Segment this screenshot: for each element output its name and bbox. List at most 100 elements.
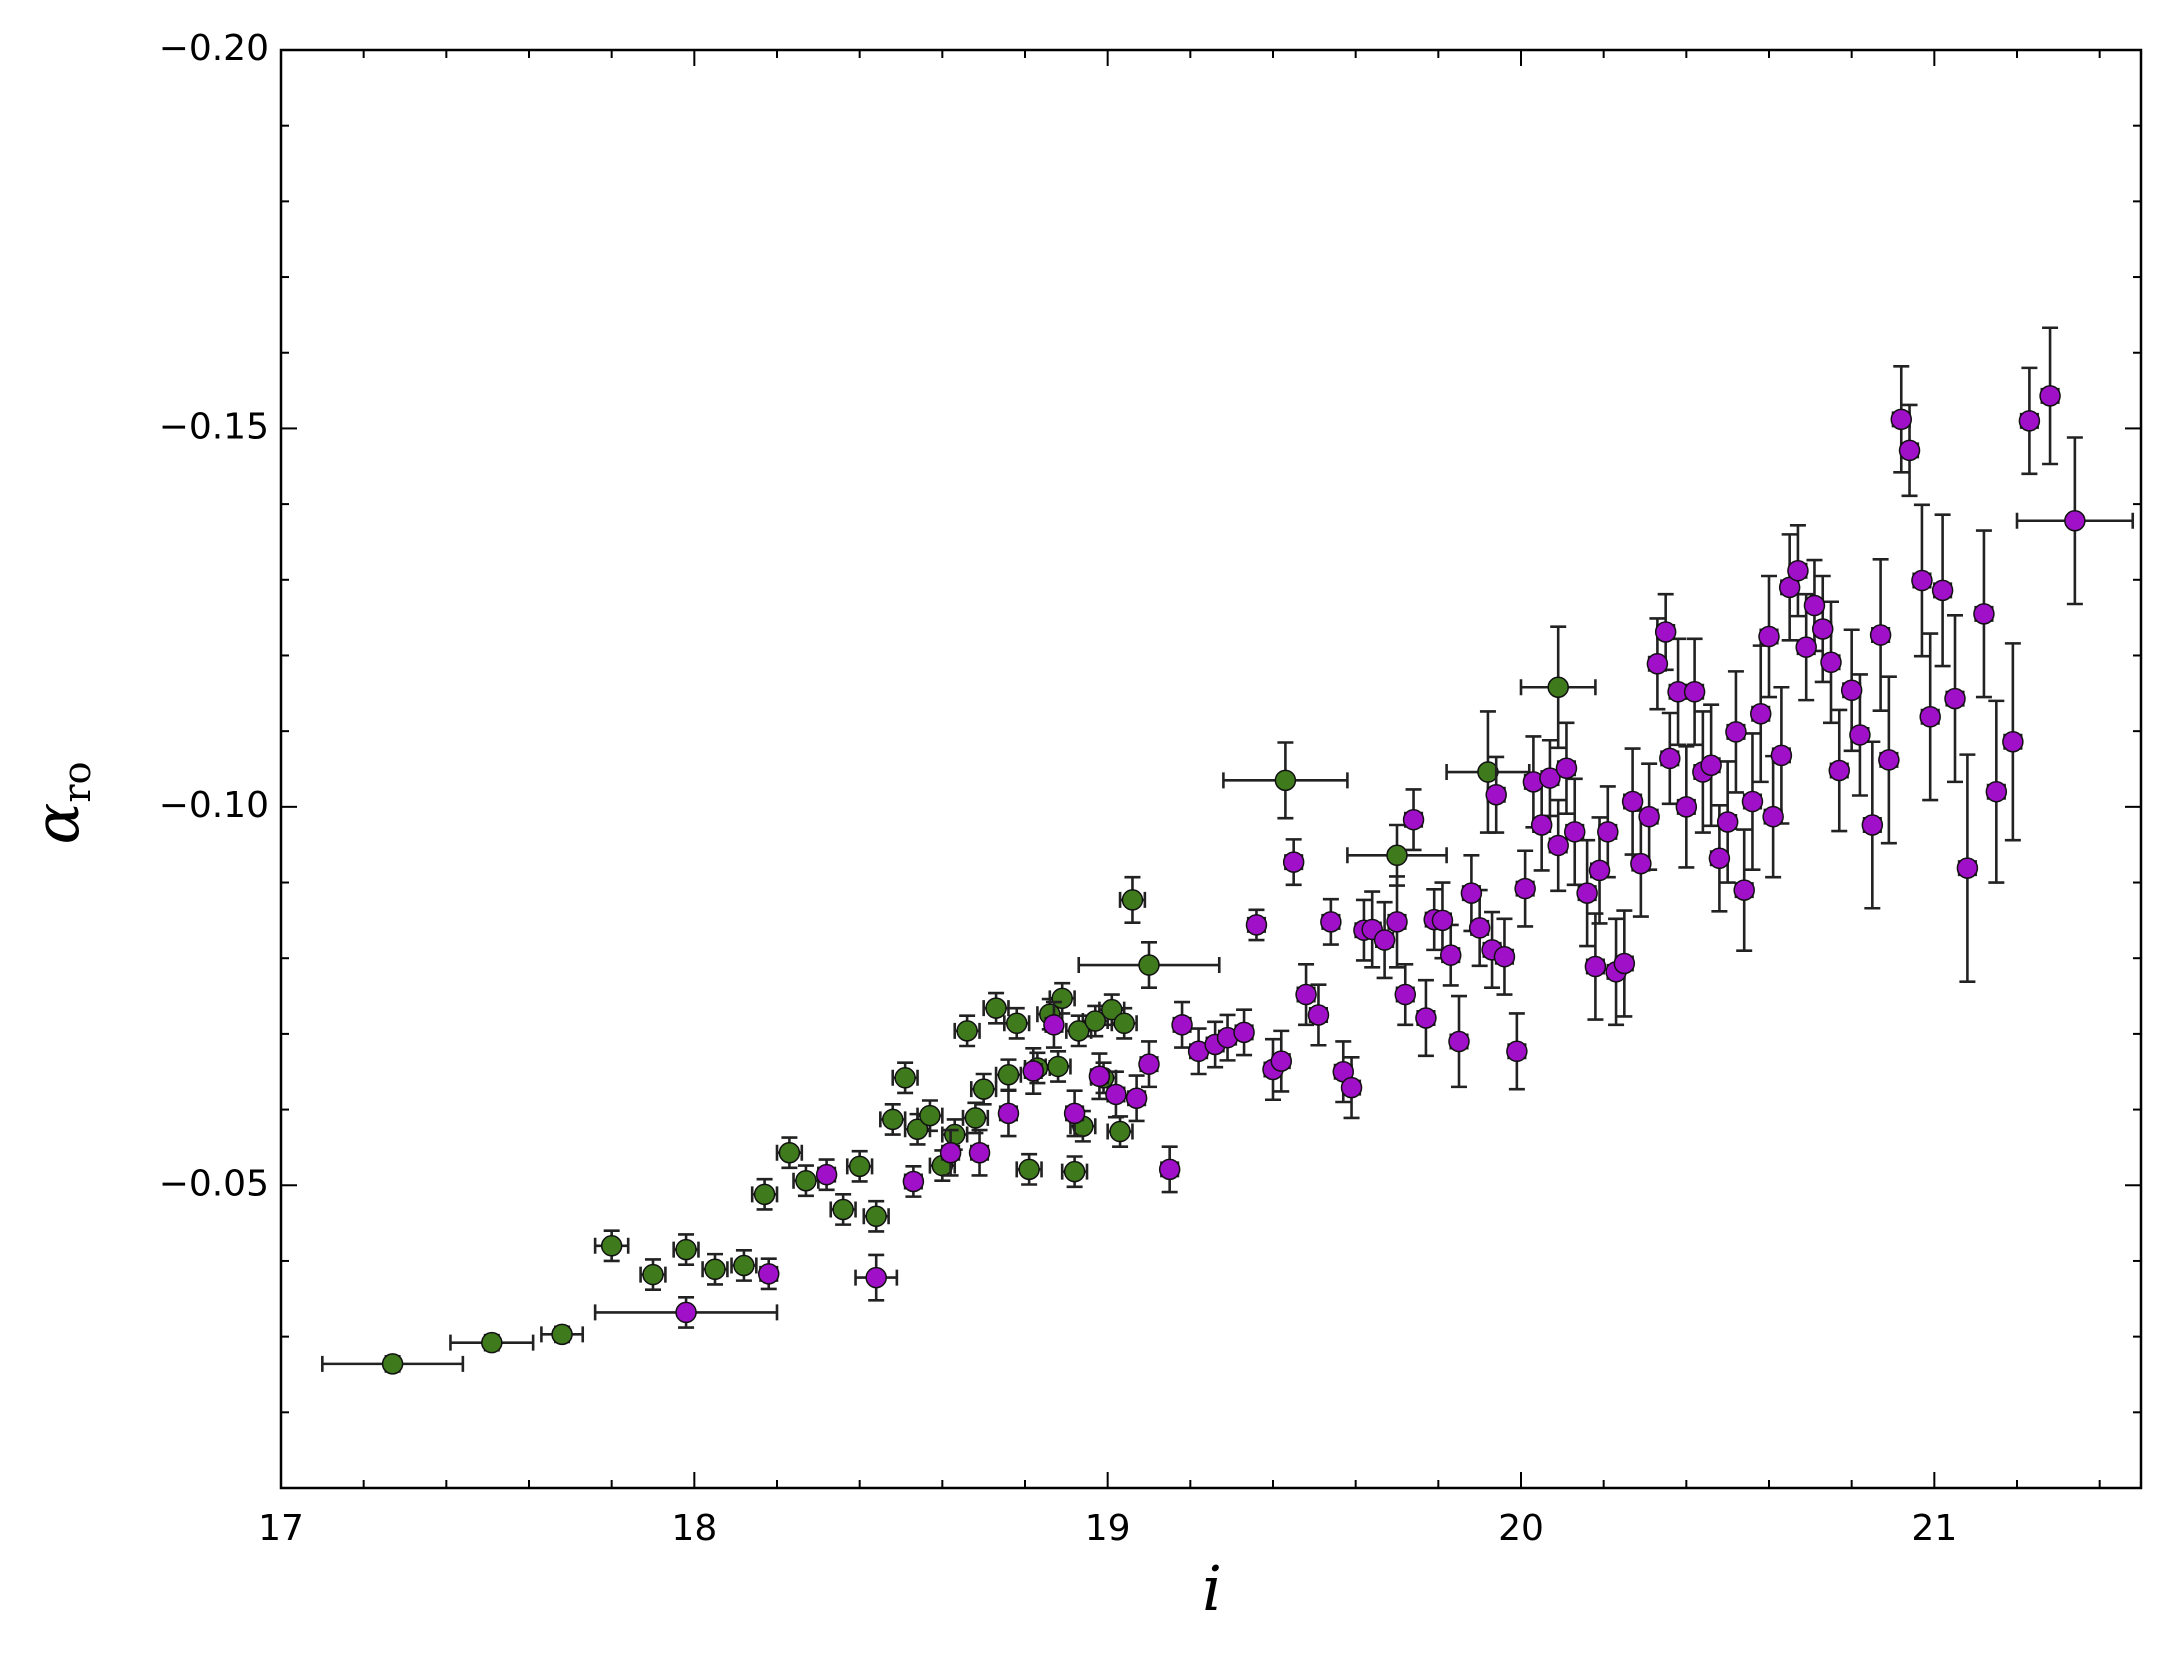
- point: [956, 1020, 978, 1042]
- point: [848, 1155, 871, 1178]
- point: [1878, 749, 1900, 771]
- point: [1043, 1014, 1065, 1036]
- point: [1708, 847, 1731, 870]
- point: [1270, 1050, 1293, 1072]
- point: [1506, 1040, 1528, 1063]
- point: [1431, 909, 1454, 932]
- point: [1828, 759, 1851, 782]
- plot-frame: [279, 48, 2143, 1490]
- point: [1402, 808, 1425, 831]
- point: [1373, 929, 1396, 951]
- point: [832, 1198, 854, 1221]
- point: [381, 1353, 404, 1375]
- y-tick-label: −0.10: [159, 785, 269, 826]
- point: [1539, 767, 1561, 789]
- point: [1063, 1102, 1086, 1125]
- point: [1985, 780, 2008, 803]
- point: [1659, 747, 1681, 770]
- point: [1105, 1083, 1127, 1106]
- point: [1005, 1012, 1028, 1035]
- data-layer: [321, 326, 2135, 1375]
- point: [1307, 1004, 1330, 1026]
- point: [1477, 761, 1499, 783]
- point: [1803, 594, 1826, 617]
- point: [1245, 914, 1268, 936]
- point: [1101, 998, 1123, 1021]
- point: [985, 997, 1007, 1019]
- point: [1493, 945, 1516, 968]
- point: [1386, 911, 1408, 933]
- point: [943, 1123, 966, 1146]
- point: [1320, 911, 1342, 933]
- point: [1547, 834, 1569, 857]
- point: [1931, 579, 1954, 602]
- point: [1047, 1055, 1069, 1078]
- point: [1675, 796, 1698, 818]
- point: [1741, 790, 1764, 813]
- point: [1716, 811, 1739, 833]
- y-tick-label: −0.20: [159, 28, 269, 69]
- point: [1911, 569, 1933, 592]
- point: [1125, 1087, 1148, 1109]
- point: [733, 1254, 755, 1277]
- point: [1944, 687, 1966, 710]
- point: [1514, 877, 1536, 900]
- x-tick-label: 20: [1498, 1508, 1544, 1549]
- point: [997, 1102, 1020, 1125]
- point: [1386, 844, 1408, 867]
- point: [1063, 1160, 1086, 1183]
- point: [894, 1067, 916, 1089]
- point: [1138, 954, 1160, 976]
- point: [757, 1263, 780, 1285]
- point: [795, 1169, 817, 1192]
- point: [1576, 882, 1598, 904]
- x-tick-label: 21: [1911, 1508, 1957, 1549]
- point: [1109, 1120, 1131, 1143]
- point: [1700, 754, 1722, 776]
- point: [1138, 1053, 1160, 1075]
- point: [704, 1258, 726, 1281]
- point: [1654, 621, 1677, 643]
- point: [1749, 703, 1772, 725]
- x-tick-label: 19: [1085, 1508, 1131, 1549]
- y-axis-label: αro: [20, 762, 99, 845]
- point: [1849, 724, 1871, 746]
- point: [1621, 790, 1644, 813]
- point: [1439, 944, 1462, 966]
- point: [1022, 1060, 1045, 1082]
- point: [881, 1108, 904, 1131]
- point: [2002, 731, 2024, 753]
- y-tick-label: −0.15: [159, 406, 269, 447]
- point: [1460, 882, 1483, 904]
- point: [1530, 814, 1553, 836]
- point: [865, 1266, 887, 1289]
- point: [919, 1104, 941, 1127]
- point: [1067, 1020, 1090, 1042]
- point: [997, 1064, 1020, 1086]
- point: [1956, 857, 1979, 879]
- point: [642, 1263, 664, 1286]
- point: [481, 1331, 503, 1354]
- point: [1725, 721, 1747, 743]
- point: [1340, 1076, 1363, 1099]
- point: [675, 1238, 697, 1261]
- point: [1861, 814, 1884, 836]
- point: [902, 1170, 925, 1193]
- x-axis-label: i: [1202, 1552, 1222, 1625]
- point: [1547, 676, 1569, 699]
- point: [1158, 1158, 1181, 1181]
- point: [1233, 1021, 1255, 1044]
- point: [1448, 1030, 1470, 1053]
- x-tick-label: 18: [671, 1508, 717, 1549]
- point: [1820, 651, 1842, 674]
- point: [1795, 636, 1817, 658]
- point: [1890, 408, 1913, 431]
- point: [972, 1078, 995, 1100]
- point: [1630, 852, 1652, 875]
- y-axis-label-symbol: α: [20, 803, 93, 845]
- point: [1973, 603, 1995, 625]
- point: [2018, 410, 2041, 432]
- y-axis-label-subscript: ro: [55, 762, 99, 803]
- point: [1683, 681, 1706, 703]
